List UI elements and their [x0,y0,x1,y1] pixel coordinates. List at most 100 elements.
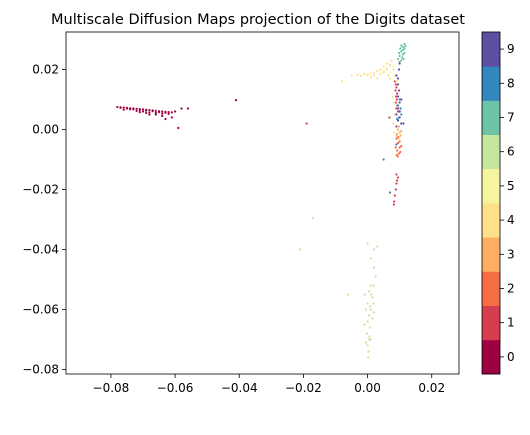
data-point [367,356,370,359]
data-point [402,57,405,61]
data-point [398,116,401,119]
data-point [385,62,388,65]
data-point [369,308,372,311]
data-point [148,108,151,112]
data-point [170,116,173,119]
data-point [372,248,376,251]
data-point [154,113,157,116]
data-point [161,112,164,115]
data-point [395,179,399,182]
data-point [170,111,173,114]
y-tick-label: 0.00 [32,123,59,137]
data-point [372,266,376,269]
data-point [394,89,397,92]
data-point [395,143,398,146]
colorbar-segment [482,100,500,135]
data-point [366,242,369,245]
data-point [395,92,399,95]
data-point [396,104,400,107]
data-point [391,95,394,98]
data-point [393,101,396,104]
data-point [177,126,180,130]
colorbar-tick-label: 2 [507,282,515,296]
data-point [396,95,400,98]
data-point [400,98,403,101]
data-point [135,107,138,110]
data-point [186,107,190,110]
colorbar-tick-label: 5 [507,179,515,193]
data-point [396,176,400,179]
colorbar-frame [481,31,501,375]
series-digit-9 [395,62,405,128]
data-point [401,45,404,49]
data-point [369,75,372,79]
data-point [157,111,161,114]
data-point [400,113,403,116]
data-point [396,128,400,131]
data-point [371,317,374,320]
data-point [369,284,372,287]
data-point [148,113,151,116]
x-axis: −0.08 −0.06 −0.04 −0.02 0.00 0.02 [93,374,445,395]
data-point [392,131,395,134]
data-point [164,111,167,114]
data-point [397,68,401,71]
plot-area-frame [65,31,460,375]
data-point [356,73,360,76]
series-digit-4 [340,59,398,146]
colorbar-segment [482,66,500,101]
data-point [397,152,401,155]
data-point [369,326,372,329]
data-point [403,42,406,46]
data-point [368,314,371,317]
data-point [116,105,119,109]
data-point [367,350,370,353]
data-point [387,74,390,77]
data-point [395,149,399,152]
data-point [363,72,366,76]
data-point [403,51,406,55]
colorbar-segment [482,203,500,238]
series-digit-5 [382,65,395,74]
data-point [395,86,398,89]
data-point [397,89,401,92]
y-tick-label: −0.08 [22,363,59,377]
data-point [371,296,374,299]
data-point [402,122,405,125]
data-point [360,75,363,78]
data-point [388,191,392,194]
chart-title: Multiscale Diffusion Maps projection of … [51,12,465,28]
data-point [396,77,400,80]
data-point [350,74,353,77]
y-tick-label: 0.02 [32,63,59,77]
series-digit-6 [299,216,379,359]
x-tick-label: −0.04 [221,381,258,395]
data-point [305,122,308,125]
data-point [394,101,397,104]
colorbar-tick-label: 8 [507,76,515,90]
data-point [400,59,403,62]
data-point [392,65,395,68]
colorbar-tick-label: 7 [507,111,515,125]
x-tick-label: −0.06 [157,381,194,395]
data-point [398,98,401,101]
x-tick-label: 0.02 [418,381,445,395]
data-point [138,108,141,112]
data-point [141,108,145,111]
data-point [374,275,377,278]
data-point [382,69,385,73]
data-point [396,141,400,145]
data-point [369,72,372,75]
colorbar: 0 1 2 3 4 5 6 7 8 9 [481,31,515,375]
data-point [122,106,125,109]
data-point [394,146,397,149]
data-point [398,110,401,113]
data-point [347,293,350,296]
data-point [299,248,302,251]
data-point [370,293,373,296]
data-point [401,56,404,59]
scatter-points [116,42,407,359]
data-point [398,62,401,65]
data-point [395,98,398,101]
